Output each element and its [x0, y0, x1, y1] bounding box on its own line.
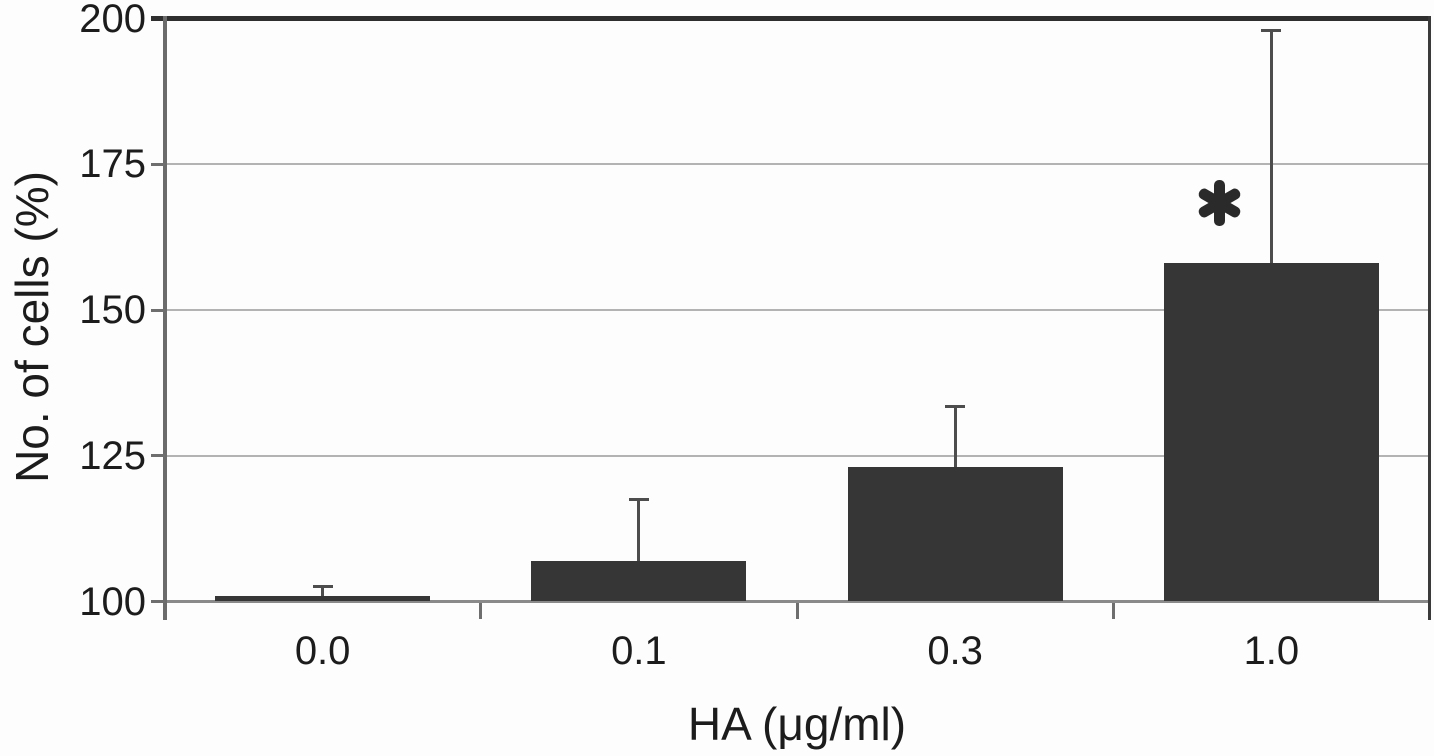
- x-tick-label: 0.0: [294, 629, 351, 673]
- y-tick-label: 100: [79, 579, 146, 624]
- plot-top-border: [151, 16, 1431, 21]
- error-bar-stem: [637, 499, 641, 561]
- y-tick-label: 175: [79, 142, 146, 187]
- error-bar-cap: [312, 585, 333, 589]
- error-bar-cap: [945, 404, 966, 408]
- y-axis-tick: [151, 600, 165, 603]
- x-axis-tick: [1111, 603, 1115, 619]
- x-tick-label: 0.1: [611, 629, 667, 673]
- gridline: [165, 454, 1428, 457]
- error-bar-cap: [628, 497, 649, 501]
- error-bar-cap: [1261, 28, 1282, 32]
- y-axis-tick: [151, 308, 165, 312]
- y-axis-tick: [151, 454, 165, 458]
- bar: [531, 560, 747, 602]
- x-axis-tick: [795, 603, 799, 619]
- significance-asterisk: [1196, 180, 1243, 226]
- x-axis-baseline: [151, 600, 1431, 603]
- gridline: [165, 163, 1428, 166]
- y-axis-line: [163, 16, 167, 620]
- y-tick-label: 125: [79, 433, 146, 478]
- y-axis-tick: [151, 162, 165, 166]
- x-tick-label: 0.3: [927, 629, 983, 673]
- gridline: [165, 309, 1428, 311]
- x-tick-label: 1.0: [1243, 629, 1300, 673]
- error-bar-stem: [321, 586, 325, 596]
- bar: [847, 467, 1063, 602]
- x-axis-tick: [479, 603, 483, 619]
- error-bar-stem: [953, 406, 957, 468]
- bar: [215, 595, 431, 602]
- y-tick-label: 200: [79, 0, 146, 41]
- bar: [1163, 263, 1379, 602]
- y-tick-label: 150: [79, 288, 146, 332]
- plot-right-border: [1428, 16, 1431, 620]
- error-bar-stem: [1269, 30, 1273, 264]
- x-axis-title: HA (μg/ml): [687, 698, 907, 750]
